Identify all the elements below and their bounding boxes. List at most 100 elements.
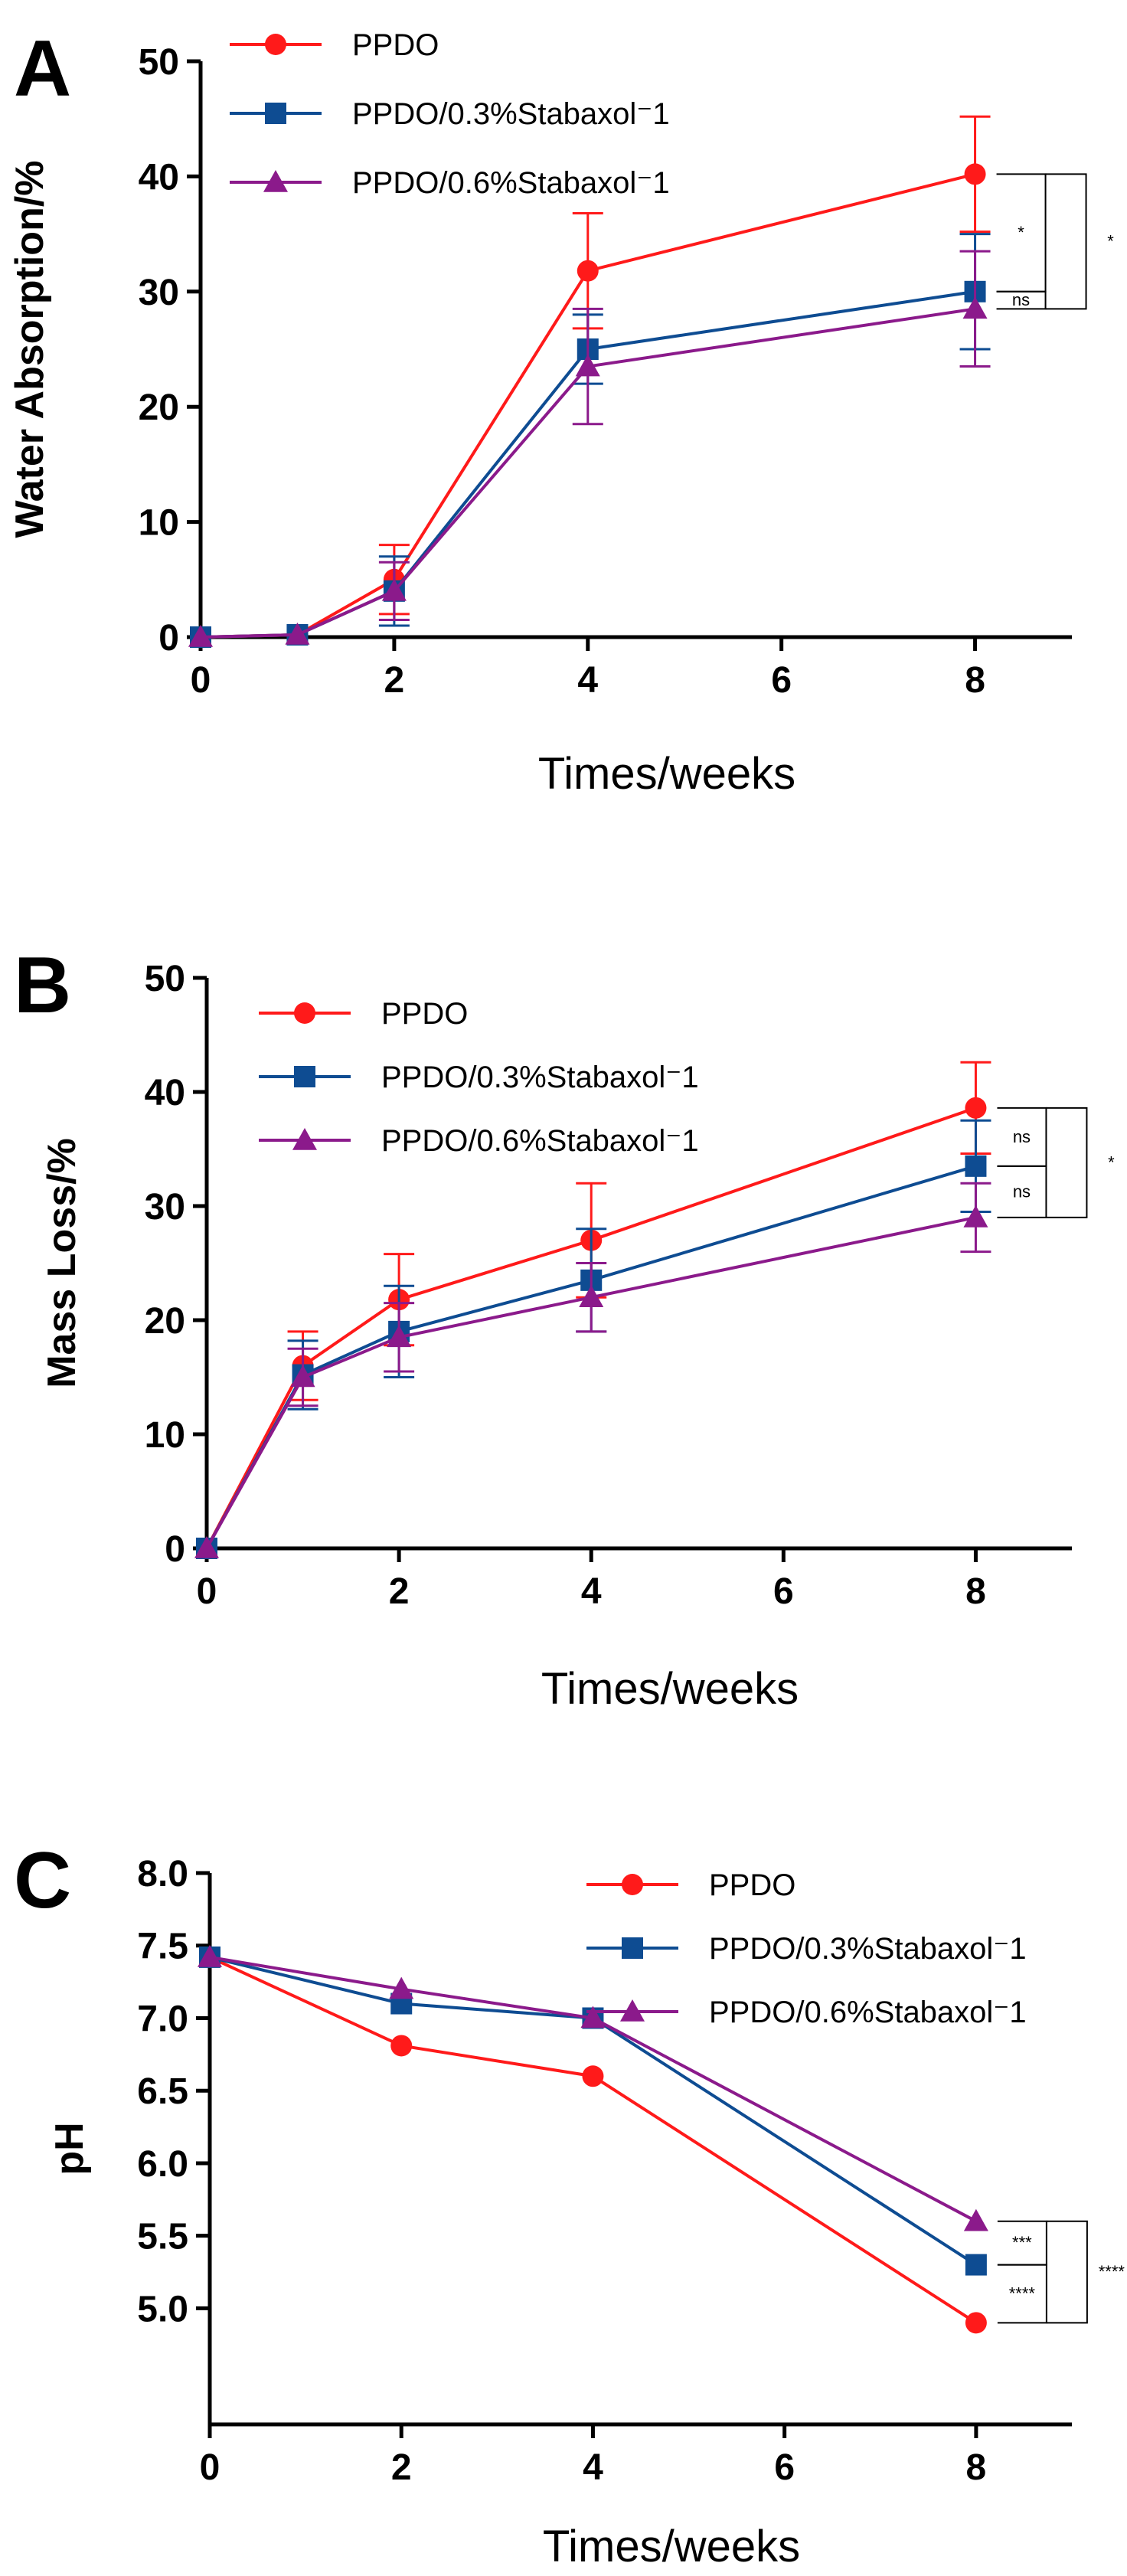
series-line (209, 1955, 977, 2223)
x-tick-label: 2 (384, 660, 405, 701)
significance-bracket (1046, 1107, 1088, 1218)
data-point (965, 1097, 987, 1119)
data-point (575, 354, 600, 377)
legend-label: PPDO/0.3%Stabaxol⁻1 (381, 1061, 699, 1094)
y-tick-label: 7.0 (137, 1999, 188, 2039)
y-tick-label: 10 (139, 503, 179, 544)
significance-label: * (1018, 223, 1024, 242)
x-tick-label: 6 (774, 2447, 795, 2488)
significance-bracket (997, 1165, 1047, 1218)
y-tick-label: 20 (139, 387, 179, 428)
data-point (965, 1155, 987, 1177)
y-tick-label: 30 (145, 1187, 185, 1228)
y-tick-label: 8.0 (137, 1854, 188, 1894)
significance-label: * (1107, 231, 1114, 250)
y-tick-label: 6.0 (137, 2144, 188, 2185)
legend-label: PPDO (381, 997, 468, 1031)
series-1 (190, 233, 991, 648)
x-tick-label: 2 (389, 1571, 410, 1612)
data-point (965, 2254, 987, 2276)
x-tick-label: 8 (966, 2447, 987, 2488)
legend: PPDO PPDO/0.3%Stabaxol⁻1 PPDO/0.6%Stabaxol… (259, 997, 699, 1158)
data-point (582, 2065, 604, 2087)
legend-label: PPDO (352, 28, 439, 62)
legend-label: PPDO (709, 1868, 795, 1902)
legend-marker (265, 34, 286, 55)
series-2 (194, 1182, 991, 1558)
y-tick-label: 6.5 (137, 2071, 188, 2112)
data-point (198, 1944, 222, 1967)
y-tick-label: 50 (145, 959, 185, 999)
x-tick-label: 6 (773, 1571, 794, 1612)
series-line (209, 1956, 977, 2325)
legend-marker (263, 170, 288, 192)
data-point (965, 2312, 987, 2334)
data-point (387, 1325, 412, 1348)
series-1 (196, 1119, 991, 1559)
data-point (963, 2208, 988, 2231)
legend-label: PPDO/0.3%Stabaxol⁻1 (709, 1932, 1027, 1966)
legend-marker (620, 1999, 645, 2022)
y-tick-label: 30 (139, 273, 179, 313)
panel-label: A (14, 25, 71, 113)
significance-bracket (996, 290, 1047, 310)
data-point (188, 625, 213, 647)
y-tick-label: 10 (145, 1415, 185, 1456)
series-2 (198, 1944, 988, 2231)
panel-c: C 5.0 5.5 6.0 6.5 7.0 7.5 8.0 0 2 4 6 8 Times/weeks pH… (14, 1836, 1125, 2571)
series-line (209, 1955, 977, 2267)
data-point (381, 578, 407, 601)
significance-label: **** (1099, 2262, 1125, 2281)
y-tick-label: 40 (139, 157, 179, 198)
x-tick-label: 2 (391, 2447, 412, 2488)
data-point (390, 2035, 413, 2057)
legend-marker (622, 1937, 643, 1959)
legend-label: PPDO/0.6%Stabaxol⁻1 (352, 166, 670, 200)
x-tick-label: 6 (771, 660, 792, 701)
y-tick-label: 50 (139, 42, 179, 83)
data-point (962, 296, 988, 319)
x-axis-title: Times/weeks (541, 1664, 799, 1714)
x-tick-label: 0 (200, 2447, 220, 2488)
data-point (964, 163, 986, 185)
series-2 (188, 250, 991, 647)
y-tick-label: 5.5 (137, 2217, 188, 2257)
y-tick-label: 40 (145, 1073, 185, 1113)
panel-label: C (14, 1836, 71, 1925)
significance-label: *** (1012, 2233, 1032, 2252)
y-axis-title: pH (47, 2122, 92, 2175)
data-point (290, 1365, 315, 1388)
significance-bracket (1046, 2220, 1088, 2324)
legend-marker (622, 1874, 643, 1895)
significance-bracket (1045, 173, 1087, 310)
legend-marker (294, 1066, 315, 1087)
data-point (285, 622, 310, 645)
significance-label: * (1108, 1152, 1115, 1172)
legend-label: PPDO/0.6%Stabaxol⁻1 (381, 1124, 699, 1158)
legend: PPDO PPDO/0.3%Stabaxol⁻1 PPDO/0.6%Stabaxol… (586, 1868, 1027, 2029)
significance-bracket (997, 2264, 1047, 2324)
x-tick-label: 4 (581, 1571, 602, 1612)
legend: PPDO PPDO/0.3%Stabaxol⁻1 PPDO/0.6%Stabaxol… (230, 28, 670, 200)
data-point (577, 260, 599, 282)
data-point (389, 1976, 414, 1999)
panel-label: B (14, 941, 71, 1030)
x-axis-title: Times/weeks (543, 2522, 800, 2571)
legend-marker (292, 1128, 317, 1150)
data-point (580, 2006, 606, 2028)
y-axis-title: Mass Loss/% (40, 1138, 84, 1388)
legend-label: PPDO/0.3%Stabaxol⁻1 (352, 97, 670, 131)
data-point (579, 1285, 604, 1307)
y-tick-label: 5.0 (137, 2289, 188, 2329)
x-tick-label: 8 (965, 1571, 986, 1612)
panel-a: A 0 10 20 30 40 50 0 2 4 6 8 Times/weeks Water Absorp… (8, 25, 1114, 799)
data-point (963, 1205, 988, 1228)
legend-marker (265, 103, 286, 124)
significance-label: ns (1013, 1182, 1031, 1201)
significance-label: ns (1013, 1127, 1031, 1146)
x-tick-label: 0 (191, 660, 211, 701)
y-axis-title: Water Absorption/% (8, 160, 52, 538)
x-tick-label: 4 (583, 2447, 603, 2488)
significance-label: ns (1012, 290, 1030, 309)
